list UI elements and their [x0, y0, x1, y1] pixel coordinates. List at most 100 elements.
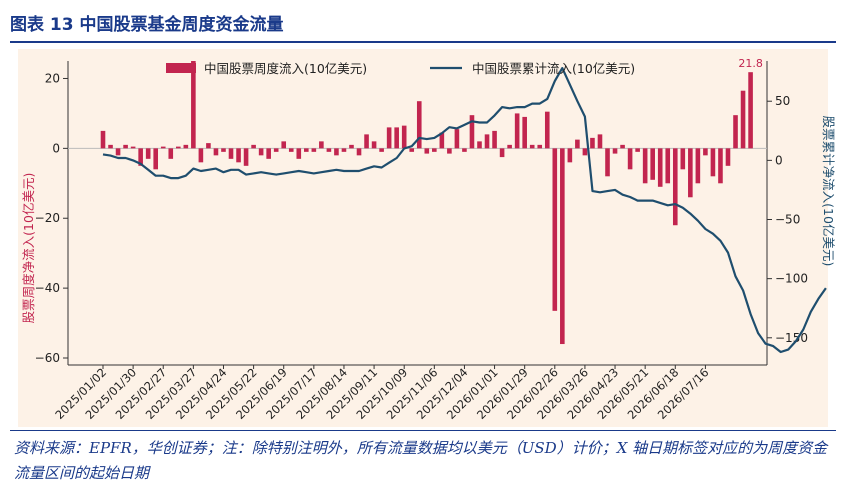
weekly-bar	[206, 143, 211, 149]
left-tick-label: −20	[35, 211, 60, 225]
weekly-bar	[447, 148, 452, 154]
weekly-bar	[108, 144, 113, 149]
weekly-bar	[492, 130, 497, 149]
weekly-bar	[635, 148, 640, 152]
weekly-bar	[672, 148, 678, 226]
weekly-bar	[462, 148, 467, 152]
weekly-bar	[326, 148, 332, 152]
weekly-bar	[228, 148, 234, 159]
weekly-bar	[349, 144, 354, 149]
weekly-bar	[590, 137, 595, 149]
weekly-bar	[288, 148, 294, 152]
cumulative-line	[102, 66, 827, 354]
weekly-bar	[748, 72, 753, 149]
figure-title: 图表 13 中国股票基金周度资金流量	[10, 15, 284, 35]
weekly-bar	[620, 144, 625, 149]
source-note: 资料来源：EPFR，华创证券；注：除特别注明外，所有流量数据均以美元（USD）计…	[14, 439, 828, 482]
weekly-bar	[688, 148, 693, 198]
weekly-bar	[642, 148, 648, 184]
weekly-bar	[386, 127, 392, 149]
weekly-bar	[575, 139, 580, 149]
weekly-bar	[567, 148, 573, 163]
weekly-bar	[657, 148, 663, 187]
weekly-bar	[582, 148, 588, 156]
weekly-bar	[514, 113, 520, 149]
weekly-bar	[416, 101, 422, 149]
weekly-bar	[281, 141, 287, 149]
left-tick-label: 20	[45, 71, 60, 85]
weekly-bar	[221, 148, 226, 152]
legend-line-label: 中国股票累计流入(10亿美元)	[472, 61, 635, 76]
weekly-bar	[725, 148, 731, 166]
weekly-bar	[296, 148, 302, 159]
left-axis-title: 股票周度净流入(10亿美元)	[21, 173, 36, 324]
right-tick-label: −150	[775, 331, 808, 345]
weekly-bar	[251, 144, 256, 149]
weekly-bar	[379, 148, 384, 152]
weekly-bar	[401, 125, 407, 149]
right-tick-label: −50	[775, 213, 800, 227]
weekly-bar	[273, 148, 279, 152]
weekly-bar	[311, 148, 317, 152]
weekly-bar	[115, 148, 121, 156]
weekly-bar	[334, 148, 339, 156]
weekly-bar	[394, 127, 399, 149]
weekly-bar	[123, 144, 128, 149]
weekly-bar	[537, 144, 543, 149]
weekly-bar	[243, 148, 249, 166]
weekly-bar	[627, 148, 633, 170]
weekly-bar	[371, 141, 377, 149]
weekly-bar	[183, 144, 189, 149]
weekly-bar	[153, 148, 159, 170]
weekly-bar	[650, 148, 655, 180]
left-tick-label: 0	[52, 141, 60, 155]
weekly-bar	[560, 148, 565, 345]
weekly-bar	[304, 148, 309, 152]
title-rule	[10, 41, 836, 43]
weekly-bar	[718, 148, 723, 184]
weekly-bar	[424, 148, 430, 154]
weekly-bar	[680, 148, 686, 170]
weekly-bar	[710, 148, 716, 177]
right-tick-label: −100	[775, 272, 808, 286]
max-value-label: 21.8	[738, 57, 763, 70]
weekly-bar	[499, 148, 505, 158]
weekly-bar	[454, 129, 460, 149]
weekly-bar	[605, 148, 610, 177]
weekly-bar	[176, 146, 181, 149]
weekly-bar	[100, 130, 106, 149]
weekly-bar	[160, 146, 166, 149]
chart-background	[18, 49, 828, 427]
left-tick-label: −40	[35, 281, 60, 295]
weekly-bar	[597, 134, 603, 149]
weekly-bar	[552, 148, 558, 311]
weekly-bar	[477, 141, 482, 149]
weekly-bar	[544, 111, 550, 149]
weekly-bar	[341, 148, 347, 152]
weekly-bar	[703, 148, 708, 156]
weekly-bar	[130, 146, 136, 149]
right-tick-label: 0	[775, 153, 783, 167]
weekly-bar	[665, 148, 671, 184]
weekly-bar	[266, 148, 271, 159]
weekly-bar	[740, 90, 746, 149]
legend-bar-label: 中国股票周度流入(10亿美元)	[204, 61, 367, 76]
weekly-bar	[213, 148, 219, 156]
weekly-bar	[612, 148, 618, 154]
footer-rule	[10, 430, 836, 431]
weekly-bar	[409, 148, 415, 152]
weekly-bar	[439, 132, 445, 149]
weekly-bar	[356, 148, 362, 156]
right-axis-title: 股票累计净流入(10亿美元)	[821, 116, 836, 267]
weekly-bar	[319, 141, 324, 149]
right-tick-label: 50	[775, 94, 790, 108]
weekly-bar	[191, 61, 196, 149]
weekly-bar	[529, 144, 535, 149]
weekly-bar	[733, 115, 738, 149]
weekly-bar	[484, 134, 490, 149]
weekly-bar	[695, 148, 701, 184]
weekly-bar	[469, 115, 475, 149]
weekly-bar	[258, 148, 264, 156]
weekly-bar	[145, 148, 151, 159]
